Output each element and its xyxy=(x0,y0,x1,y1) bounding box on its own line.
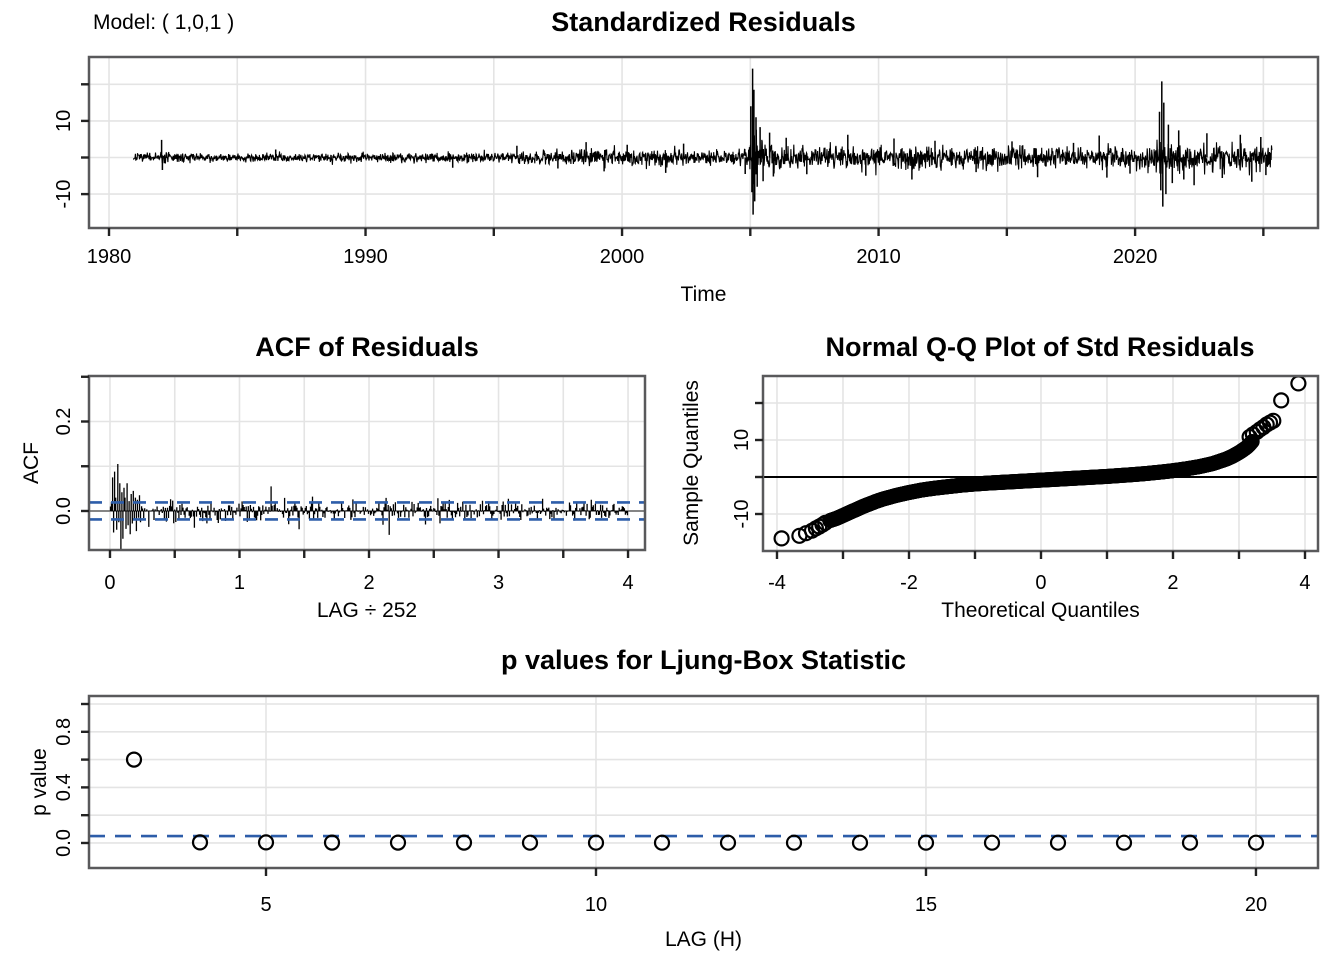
ljung-box-xaxis-label: LAG (H) xyxy=(664,928,742,951)
y-tick-label: 0.4 xyxy=(53,773,75,801)
x-tick-label: 2 xyxy=(1167,572,1178,594)
ljung-box-point xyxy=(653,834,671,851)
ljung-box-point xyxy=(1181,834,1199,851)
acf-bars xyxy=(109,464,629,549)
panel-border xyxy=(87,374,647,552)
ljung-box-point xyxy=(917,834,935,851)
y-tick-label: 10 xyxy=(53,110,75,132)
x-tick-label: 1990 xyxy=(343,246,388,268)
x-tick-label: 15 xyxy=(915,894,937,916)
x-tick-label: 2010 xyxy=(856,246,901,268)
y-tick-label: -10 xyxy=(53,180,75,209)
qq-outlier-point xyxy=(814,516,831,533)
qq-outlier-point xyxy=(1273,392,1290,409)
panel-border xyxy=(87,694,1320,870)
x-tick-label: 2000 xyxy=(600,246,645,268)
acf-xaxis-label: LAG ÷ 252 xyxy=(316,599,418,622)
x-tick-label: 20 xyxy=(1245,894,1267,916)
x-tick-label: 10 xyxy=(585,894,607,916)
x-tick-label: 4 xyxy=(622,572,633,594)
ljung-box-point xyxy=(1247,834,1265,851)
qq-title: Normal Q-Q Plot of Std Residuals xyxy=(825,332,1255,362)
ljung-box-point xyxy=(1115,834,1133,851)
x-tick-label: 3 xyxy=(493,572,504,594)
qq-outlier-point xyxy=(1290,375,1307,392)
qq-xaxis-label: Theoretical Quantiles xyxy=(941,599,1140,622)
ljung-box-point xyxy=(455,834,473,851)
x-tick-label: -4 xyxy=(768,572,786,594)
acf-title: ACF of Residuals xyxy=(255,332,479,362)
residual-spikes xyxy=(160,68,1267,215)
panel-border xyxy=(87,55,1320,230)
qq-point-band xyxy=(822,434,1260,529)
y-tick-label: 0.0 xyxy=(53,497,75,525)
y-tick-label: 0.0 xyxy=(53,829,75,857)
ljung-box-point xyxy=(1049,834,1067,851)
qq-outlier-point xyxy=(773,530,790,547)
ljung-box-point xyxy=(521,834,539,851)
y-tick-label: 0.8 xyxy=(53,718,75,746)
y-tick-label: 10 xyxy=(731,429,753,451)
y-tick-label: 0.2 xyxy=(53,408,75,436)
qq-outlier-point xyxy=(1244,426,1262,443)
residual-series xyxy=(132,129,1273,185)
ljung-box-point xyxy=(191,834,209,851)
qq-outlier-point xyxy=(1241,428,1258,446)
acf-yaxis-label: ACF xyxy=(20,442,43,484)
qq-yaxis-label: Sample Quantiles xyxy=(680,380,703,546)
x-tick-label: 0 xyxy=(104,572,115,594)
x-tick-label: 4 xyxy=(1299,572,1310,594)
y-tick-label: -10 xyxy=(731,500,753,529)
qq-outlier-point xyxy=(817,514,834,532)
x-tick-label: -2 xyxy=(900,572,918,594)
residuals-title: Standardized Residuals xyxy=(551,7,856,37)
x-tick-label: 1980 xyxy=(87,246,132,268)
x-tick-label: 0 xyxy=(1035,572,1046,594)
ljung-box-point xyxy=(719,834,737,851)
ljung-box-point xyxy=(587,834,605,851)
residuals-xaxis-label: Time xyxy=(680,283,727,306)
ljung-box-point xyxy=(851,834,869,851)
model-label: Model: ( 1,0,1 ) xyxy=(93,11,235,34)
x-tick-label: 1 xyxy=(234,572,245,594)
x-tick-label: 2020 xyxy=(1113,246,1158,268)
ljung-box-point xyxy=(257,834,275,851)
ljung-box-point xyxy=(785,834,803,851)
ljung-box-point xyxy=(323,834,341,851)
ljung-box-point xyxy=(389,834,407,851)
ljung-box-point xyxy=(983,834,1001,851)
x-tick-label: 2 xyxy=(363,572,374,594)
x-tick-label: 5 xyxy=(260,894,271,916)
ljung-box-yaxis-label: p value xyxy=(28,748,51,816)
ljung-box-title: p values for Ljung-Box Statistic xyxy=(500,645,907,675)
ljung-box-point xyxy=(125,751,143,768)
